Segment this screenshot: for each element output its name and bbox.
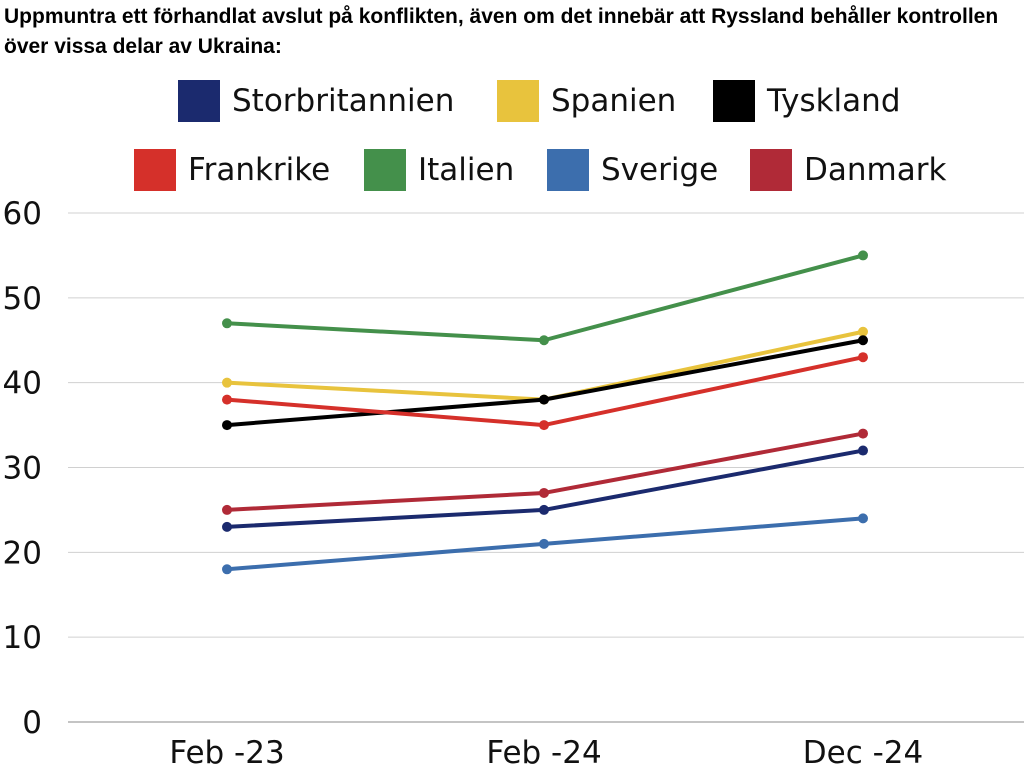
data-point-tyskland bbox=[539, 394, 549, 405]
data-point-frankrike bbox=[222, 394, 232, 405]
legend-item-italien: Italien bbox=[364, 149, 514, 191]
x-tick-label: Feb -24 bbox=[486, 735, 601, 767]
legend-label: Sverige bbox=[601, 152, 719, 188]
data-point-sverige bbox=[222, 564, 232, 575]
data-point-italien bbox=[222, 318, 232, 329]
legend-swatch bbox=[497, 80, 539, 122]
legend-label: Danmark bbox=[804, 152, 947, 188]
legend-item-tyskland: Tyskland bbox=[713, 80, 901, 122]
legend-label: Frankrike bbox=[188, 152, 331, 188]
data-point-italien bbox=[858, 250, 868, 261]
legend-item-sverige: Sverige bbox=[547, 149, 718, 191]
data-point-danmark bbox=[222, 504, 232, 515]
y-tick-label: 60 bbox=[3, 196, 42, 232]
data-point-tyskland bbox=[222, 420, 232, 431]
data-point-danmark bbox=[539, 487, 549, 498]
series-line-danmark bbox=[226, 431, 864, 512]
legend-item-storbritannien: Storbritannien bbox=[178, 80, 454, 122]
legend-label: Spanien bbox=[551, 83, 677, 119]
data-point-italien bbox=[539, 335, 549, 346]
data-point-spanien bbox=[222, 377, 232, 388]
series-line-frankrike bbox=[226, 355, 864, 428]
legend-swatch bbox=[134, 149, 176, 191]
legend-swatch bbox=[750, 149, 792, 191]
y-tick-label: 40 bbox=[3, 366, 42, 402]
legend-swatch bbox=[178, 80, 220, 122]
legend-item-spanien: Spanien bbox=[497, 80, 676, 122]
y-tick-label: 30 bbox=[3, 451, 42, 487]
data-point-spanien bbox=[858, 326, 868, 337]
legend-swatch bbox=[547, 149, 589, 191]
y-tick-label: 20 bbox=[3, 535, 42, 571]
data-point-sverige bbox=[858, 513, 868, 524]
data-point-sverige bbox=[539, 538, 549, 549]
data-point-danmark bbox=[858, 428, 868, 439]
legend-label: Storbritannien bbox=[232, 83, 455, 119]
data-point-storbritannien bbox=[222, 521, 232, 532]
data-point-tyskland bbox=[858, 335, 868, 346]
chart-title: Uppmuntra ett förhandlat avslut på konfl… bbox=[4, 5, 999, 58]
data-point-storbritannien bbox=[539, 504, 549, 515]
legend-swatch bbox=[713, 80, 755, 122]
x-tick-label: Dec -24 bbox=[803, 735, 923, 767]
y-tick-label: 0 bbox=[22, 705, 42, 741]
legend-label: Italien bbox=[418, 152, 515, 188]
data-point-storbritannien bbox=[858, 445, 868, 456]
data-point-frankrike bbox=[858, 352, 868, 363]
legend-label: Tyskland bbox=[767, 83, 901, 119]
legend-item-danmark: Danmark bbox=[750, 149, 946, 191]
data-point-frankrike bbox=[539, 420, 549, 431]
y-tick-label: 50 bbox=[3, 281, 42, 317]
legend-swatch bbox=[364, 149, 406, 191]
legend-item-frankrike: Frankrike bbox=[134, 149, 330, 191]
y-tick-label: 10 bbox=[3, 620, 42, 656]
x-tick-label: Feb -23 bbox=[169, 735, 284, 767]
